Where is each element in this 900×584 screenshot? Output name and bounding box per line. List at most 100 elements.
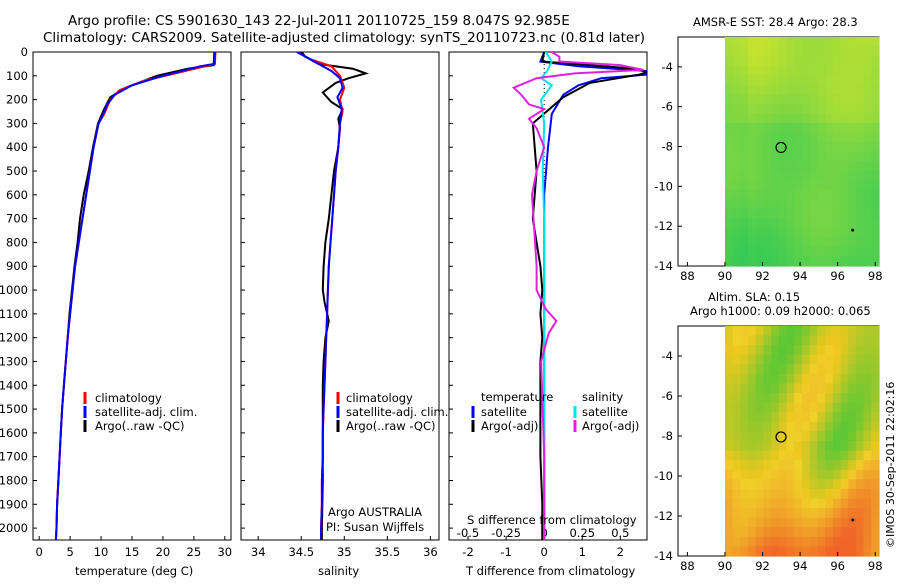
slamap-cell <box>809 364 818 375</box>
sstmap-cell <box>809 94 818 105</box>
sstmap-cell <box>863 75 872 86</box>
sstmap-cell <box>748 237 757 248</box>
slamap-cell <box>786 373 795 385</box>
sstmap-cell <box>732 142 741 153</box>
slamap-cell <box>748 460 757 471</box>
sstmap-cell <box>755 151 765 162</box>
sstmap-cell <box>771 65 780 76</box>
slamap-cell <box>786 450 795 461</box>
slamap-cell <box>809 412 818 423</box>
slamap-cell <box>863 498 872 509</box>
sstmap-cell <box>817 161 826 172</box>
sstmap-cell <box>778 84 788 95</box>
sstmap-cell <box>794 199 803 210</box>
slamap-cell <box>802 546 811 557</box>
sstmap-cell <box>832 170 842 181</box>
slamap-cell <box>855 450 865 461</box>
sstmap-cell <box>840 246 849 257</box>
slamap-cell <box>871 441 880 452</box>
slamap-cell <box>809 393 818 404</box>
sstmap-cell <box>840 84 849 95</box>
sstmap-cell <box>755 180 765 191</box>
depth-tick-label: 1300 <box>0 354 28 368</box>
sstmap-cell <box>786 208 795 219</box>
sstmap-y-tick-label: -6 <box>662 100 673 114</box>
slamap-cell <box>848 335 857 346</box>
sstmap-cell <box>855 46 865 57</box>
sstmap-cell <box>817 132 826 143</box>
sstmap-cell <box>848 94 857 105</box>
temperature-x-tick-label: 20 <box>156 545 171 559</box>
slamap-cell <box>755 421 765 432</box>
slamap-cell <box>740 498 749 509</box>
slamap-cell <box>748 441 757 452</box>
sstmap-cell <box>748 142 757 153</box>
slamap-cell <box>786 441 795 452</box>
sstmap-cell <box>763 161 772 172</box>
slamap-cell <box>855 546 865 557</box>
slamap-cell <box>725 546 734 557</box>
slamap-cell <box>817 498 826 509</box>
sstmap-cell <box>786 65 795 76</box>
sstmap-cell <box>763 122 772 133</box>
sstmap-cell <box>802 246 811 257</box>
slamap-cell <box>732 488 741 500</box>
sstmap-cell <box>825 122 834 133</box>
slamap-cell <box>848 469 857 480</box>
slamap-cell <box>778 412 788 423</box>
slamap-cell <box>802 508 811 519</box>
sstmap-cell <box>832 94 842 105</box>
depth-tick-label: 1900 <box>0 497 28 511</box>
sstmap-cell <box>802 46 811 57</box>
sstmap-cell <box>832 56 842 67</box>
slamap-cell <box>817 469 826 480</box>
depth-tick-label: 1800 <box>0 473 28 487</box>
slamap-cell <box>832 479 842 490</box>
slamap-cell <box>848 326 857 337</box>
slamap-cell <box>809 450 818 461</box>
sstmap-cell <box>871 256 880 267</box>
slamap-cell <box>871 527 880 538</box>
salinity-x-tick-label: 34.5 <box>288 545 314 559</box>
slamap-cell <box>802 441 811 452</box>
difference-panel-frame <box>448 51 648 541</box>
slamap-cell <box>794 373 803 385</box>
slamap-cell <box>832 326 842 337</box>
slamap-cell <box>817 460 826 471</box>
slamap-cell <box>778 469 788 480</box>
difference-legend: temperature satellite Argo(-adj) salinit… <box>471 390 639 433</box>
slamap-cell <box>794 527 803 538</box>
slamap-cell <box>794 412 803 423</box>
slamap-cell <box>832 488 842 500</box>
sstmap-cell <box>778 142 788 153</box>
slamap-cell <box>832 402 842 413</box>
slamap-cell <box>725 431 734 442</box>
slamap-cell <box>871 402 880 413</box>
slamap-cell <box>771 326 780 337</box>
sstmap-argo-position-marker <box>775 141 787 154</box>
slamap-cell <box>748 498 757 509</box>
sstmap-cell <box>832 208 842 219</box>
slamap-cell <box>848 431 857 442</box>
slamap-cell <box>786 354 795 365</box>
sstmap-cell <box>871 218 880 229</box>
sstmap-cell <box>832 37 842 48</box>
slamap-cell <box>848 546 857 557</box>
slamap-cell <box>786 402 795 413</box>
slamap-cell <box>871 460 880 471</box>
sstmap-cell <box>763 189 772 200</box>
slamap-cell <box>863 431 872 442</box>
slamap-cell <box>725 354 734 365</box>
slamap-cell <box>825 508 834 519</box>
sstmap-cell <box>732 84 741 95</box>
sstmap-cell <box>755 103 765 114</box>
sstmap-cell <box>771 256 780 267</box>
slamap-cell <box>740 412 749 423</box>
sstmap-cell <box>825 151 834 162</box>
depth-tick-label: 700 <box>6 212 28 226</box>
slamap-cell <box>817 527 826 538</box>
slamap-cell <box>802 479 811 490</box>
slamap-cell <box>832 517 842 528</box>
sstmap-cell <box>863 65 872 76</box>
sstmap-cell <box>725 218 734 229</box>
